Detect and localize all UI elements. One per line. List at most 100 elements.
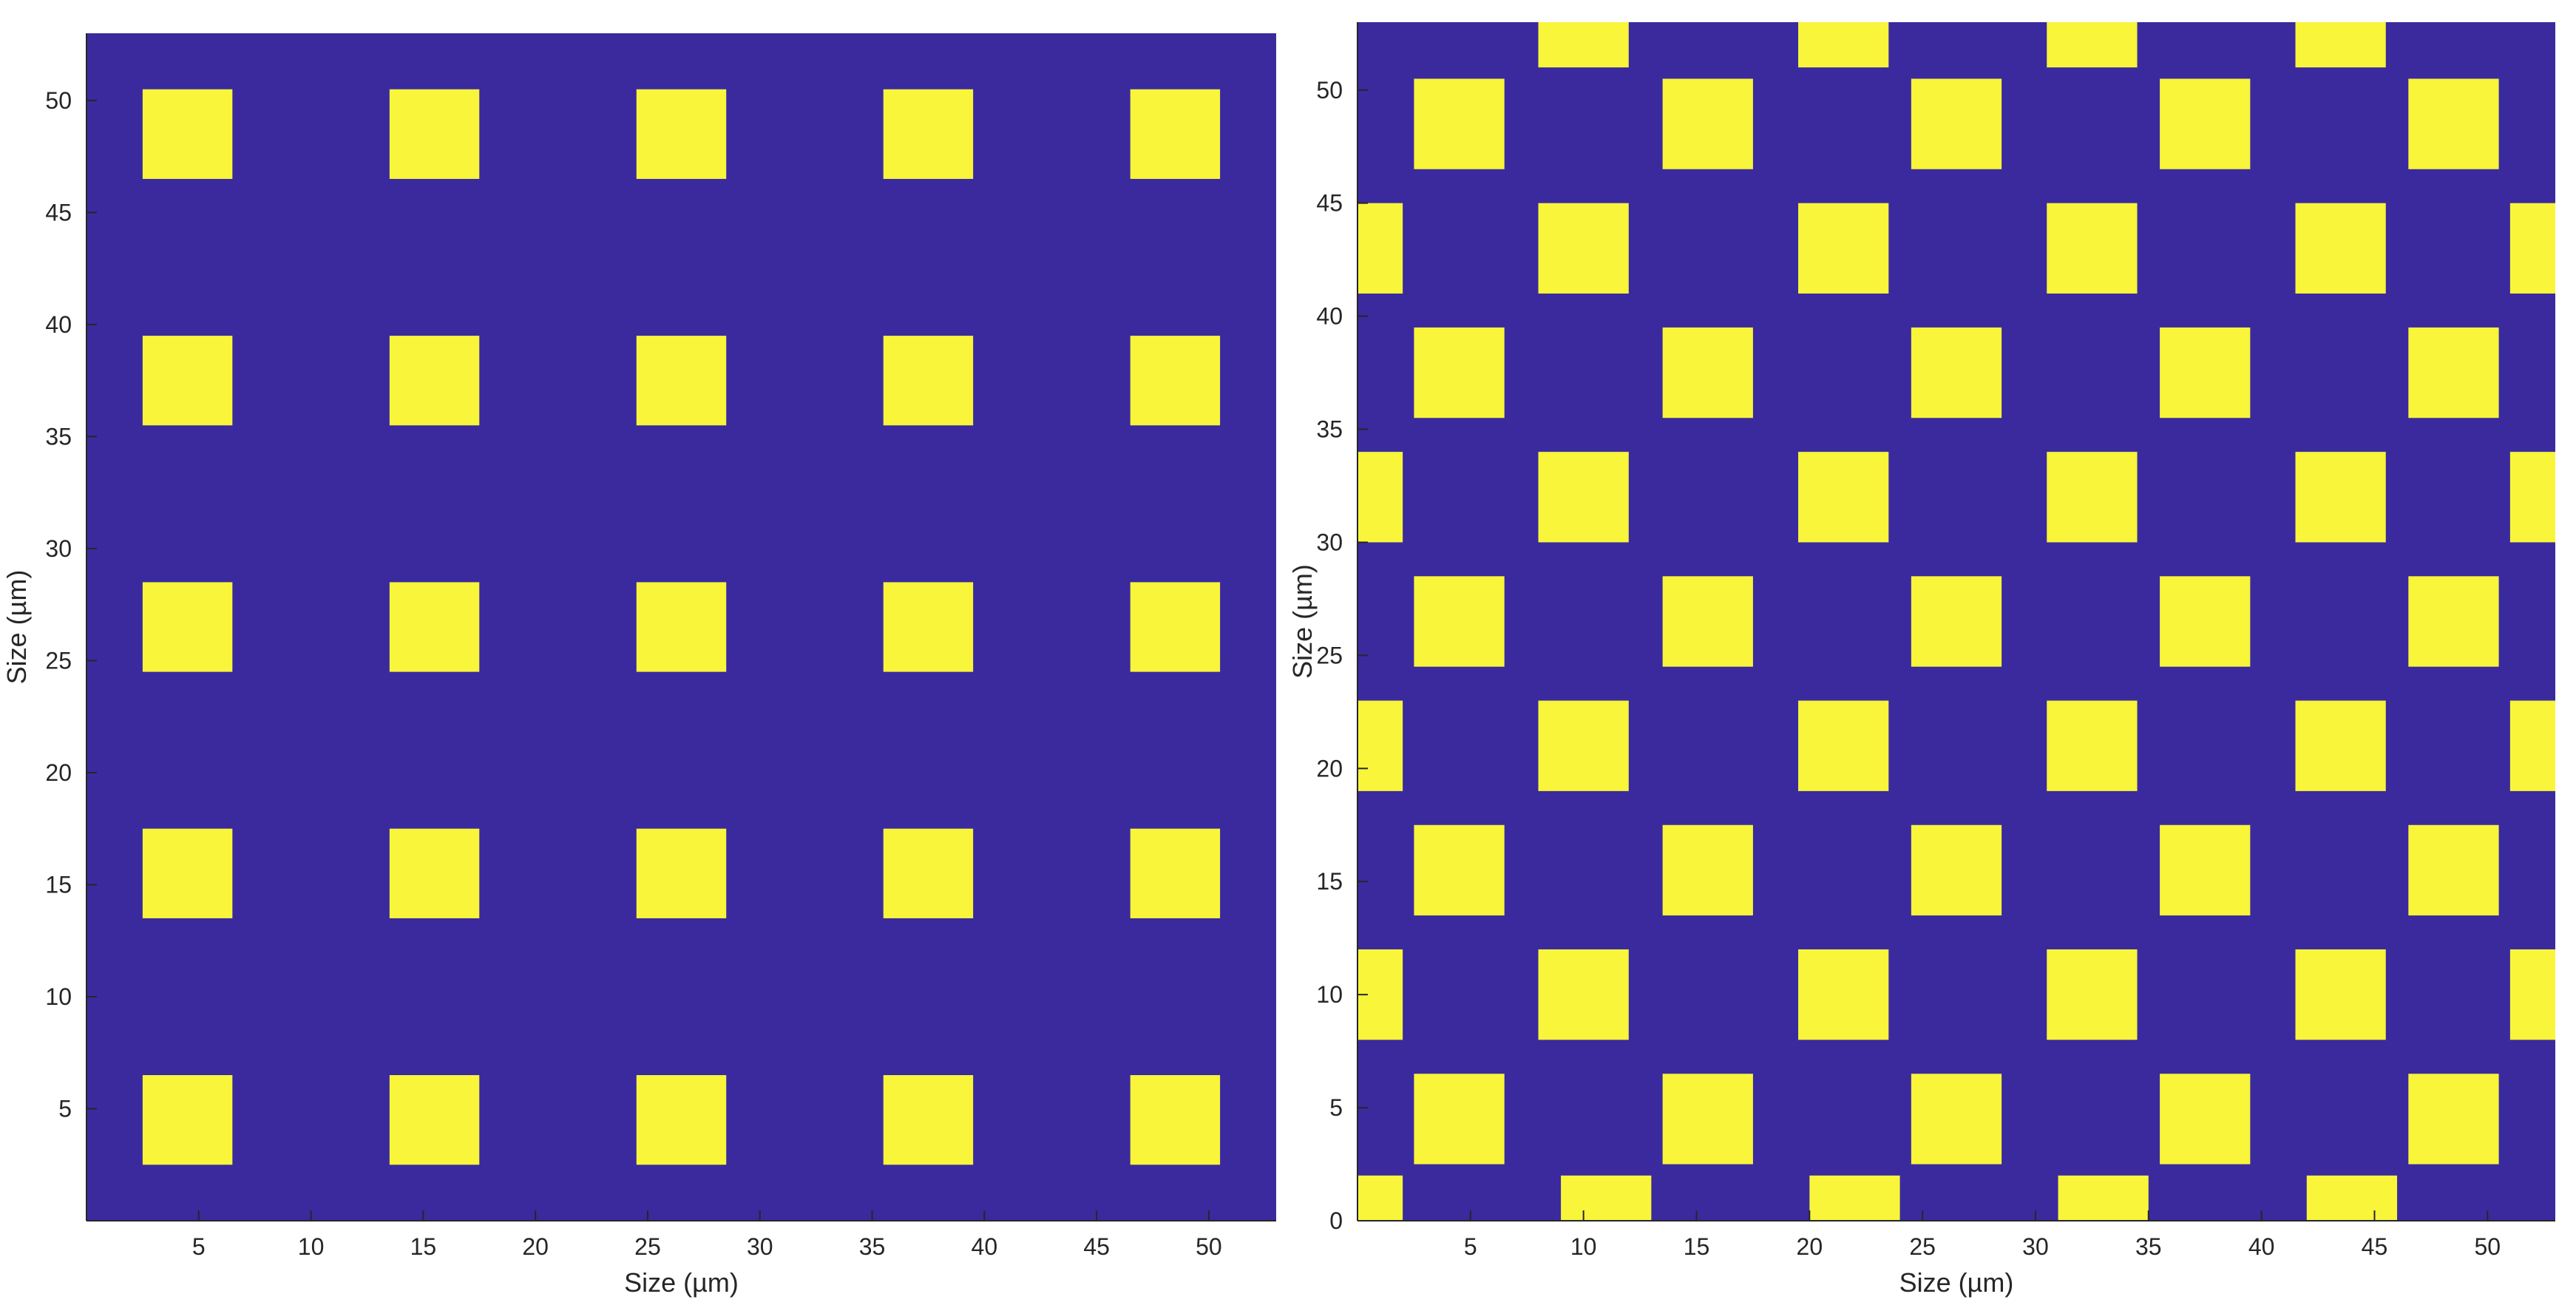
square-marker xyxy=(389,1075,480,1165)
y-tick-label: 30 xyxy=(45,535,72,562)
square-marker xyxy=(2408,1074,2499,1165)
square-marker xyxy=(1358,203,1403,294)
y-tick-label: 5 xyxy=(1329,1094,1343,1121)
y-tick-label: 0 xyxy=(1329,1207,1343,1234)
square-marker xyxy=(2160,576,2251,667)
y-tick-label: 35 xyxy=(45,423,72,450)
y-tick-label: 10 xyxy=(45,983,72,1010)
x-tick-label: 15 xyxy=(410,1233,437,1260)
square-marker xyxy=(389,828,480,918)
square-marker xyxy=(1662,1074,1753,1165)
right-staggered-lattice-plot: 5 10 15 20 25 30 35 40 45 50 0 5 10 15 20 25 30 35 40 45 50 S… xyxy=(1287,22,2555,1298)
square-marker xyxy=(1358,1175,1403,1221)
square-marker xyxy=(2047,22,2138,68)
square-marker xyxy=(883,336,974,426)
square-marker xyxy=(142,828,233,918)
square-marker xyxy=(2295,203,2386,294)
square-marker xyxy=(1911,1074,2002,1165)
x-tick-label: 25 xyxy=(634,1233,661,1260)
square-marker xyxy=(883,1075,974,1165)
square-marker xyxy=(2058,1175,2149,1221)
y-tick-label: 15 xyxy=(45,871,72,898)
square-marker xyxy=(1130,828,1221,918)
square-marker xyxy=(636,828,727,918)
square-marker xyxy=(1911,824,2002,916)
square-markers xyxy=(142,89,1221,1165)
x-tick-label: 45 xyxy=(1083,1233,1110,1260)
square-marker xyxy=(1538,949,1629,1040)
square-marker xyxy=(1414,576,1505,667)
square-marker xyxy=(1809,1175,1900,1221)
square-marker xyxy=(2408,576,2499,667)
square-marker xyxy=(142,89,233,179)
x-tick-label: 20 xyxy=(522,1233,549,1260)
square-marker xyxy=(2160,78,2251,169)
x-tick-label: 20 xyxy=(1797,1233,1823,1260)
square-marker xyxy=(1798,700,1889,791)
square-marker xyxy=(1130,1075,1221,1165)
x-tick-label: 10 xyxy=(298,1233,325,1260)
square-marker xyxy=(2509,452,2555,543)
y-tick-label: 20 xyxy=(1316,755,1343,782)
square-marker xyxy=(1538,22,1629,68)
square-marker xyxy=(1130,336,1221,426)
square-marker xyxy=(1130,582,1221,672)
square-marker xyxy=(2295,949,2386,1040)
x-tick-label: 50 xyxy=(1196,1233,1222,1260)
x-tick-label: 5 xyxy=(192,1233,206,1260)
square-marker xyxy=(2509,949,2555,1040)
square-marker xyxy=(2408,78,2499,169)
y-tick-label: 20 xyxy=(45,759,72,786)
square-marker xyxy=(1414,824,1505,916)
y-tick-label: 45 xyxy=(1316,190,1343,217)
square-marker xyxy=(2295,452,2386,543)
square-marker xyxy=(1414,78,1505,169)
square-marker xyxy=(2160,327,2251,419)
x-tick-label: 30 xyxy=(747,1233,773,1260)
square-marker xyxy=(1911,327,2002,419)
y-tick-label: 5 xyxy=(58,1095,72,1122)
x-axis-title: Size (µm) xyxy=(1899,1267,2014,1298)
y-tick-label: 15 xyxy=(1316,868,1343,895)
square-marker xyxy=(1561,1175,1652,1221)
square-marker xyxy=(1911,576,2002,667)
square-marker xyxy=(1662,327,1753,419)
square-marker xyxy=(2295,22,2386,68)
square-marker xyxy=(2047,949,2138,1040)
square-marker xyxy=(1798,452,1889,543)
y-tick-label: 50 xyxy=(45,87,72,114)
x-axis-title: Size (µm) xyxy=(624,1267,739,1298)
square-marker xyxy=(389,336,480,426)
square-marker xyxy=(636,89,727,179)
y-axis-title: Size (µm) xyxy=(1287,564,1318,679)
square-marker xyxy=(389,89,480,179)
x-tick-label: 35 xyxy=(2135,1233,2162,1260)
square-marker xyxy=(1414,1074,1505,1165)
y-tick-label: 10 xyxy=(1316,981,1343,1008)
square-marker xyxy=(2047,203,2138,294)
y-tick-label: 40 xyxy=(45,311,72,338)
square-marker xyxy=(1662,78,1753,169)
square-marker xyxy=(2509,700,2555,791)
square-marker xyxy=(2160,1074,2251,1165)
square-marker xyxy=(1358,452,1403,543)
square-marker xyxy=(1538,452,1629,543)
square-markers xyxy=(1358,22,2555,1221)
square-marker xyxy=(1538,700,1629,791)
square-marker xyxy=(2306,1175,2398,1221)
square-marker xyxy=(389,582,480,672)
square-marker xyxy=(1798,203,1889,294)
square-marker xyxy=(2408,327,2499,419)
square-marker xyxy=(142,1075,233,1165)
square-marker xyxy=(636,1075,727,1165)
y-axis-title: Size (µm) xyxy=(1,570,32,685)
square-marker xyxy=(1662,576,1753,667)
square-marker xyxy=(1130,89,1221,179)
x-tick-label: 40 xyxy=(2248,1233,2275,1260)
x-tick-label: 30 xyxy=(2022,1233,2049,1260)
square-marker xyxy=(883,828,974,918)
square-marker xyxy=(1358,700,1403,791)
left-lattice-plot: 5 10 15 20 25 30 35 40 45 50 5 10 15 20 25 30 35 40 45 50 Si… xyxy=(1,33,1276,1298)
square-marker xyxy=(1798,949,1889,1040)
